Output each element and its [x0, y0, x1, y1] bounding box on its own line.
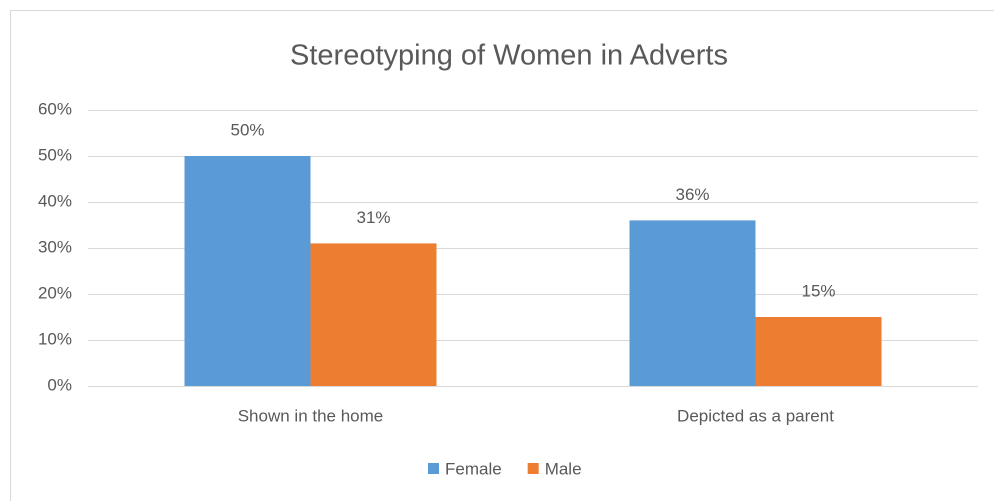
data-label: 50% [230, 120, 264, 139]
y-tick-label: 30% [38, 237, 72, 256]
legend-label: Male [545, 459, 582, 478]
legend-label: Female [445, 459, 502, 478]
x-tick-label: Depicted as a parent [677, 406, 834, 425]
y-tick-label: 10% [38, 329, 72, 348]
legend-swatch [428, 463, 439, 474]
y-tick-label: 0% [47, 375, 72, 394]
y-tick-label: 20% [38, 283, 72, 302]
y-tick-label: 60% [38, 99, 72, 118]
bar [184, 156, 311, 386]
chart-border [10, 10, 994, 501]
data-label: 31% [356, 208, 390, 227]
bar [755, 317, 882, 386]
data-label: 36% [675, 185, 709, 204]
data-label: 15% [801, 281, 835, 300]
y-tick-label: 50% [38, 145, 72, 164]
bar [629, 220, 756, 386]
legend-swatch [527, 463, 539, 474]
chart-title: Stereotyping of Women in Adverts [290, 40, 728, 72]
y-tick-label: 40% [38, 191, 72, 210]
bar [310, 243, 437, 386]
x-tick-label: Shown in the home [238, 406, 384, 425]
